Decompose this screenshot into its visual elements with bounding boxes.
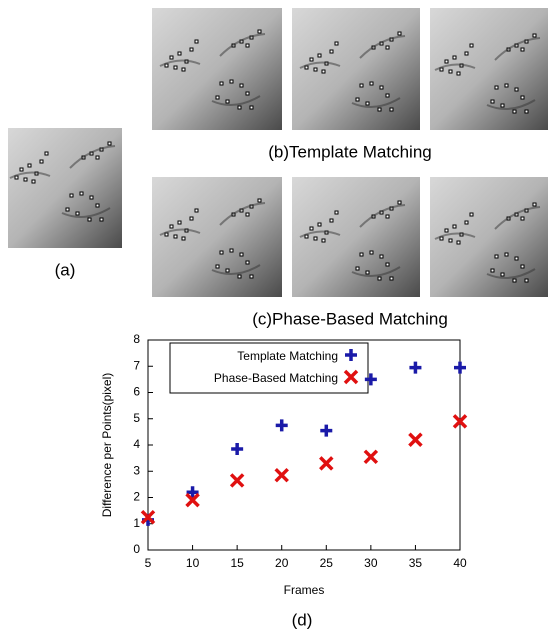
point bbox=[363, 449, 379, 465]
y-tick-label: 4 bbox=[133, 437, 140, 451]
x-axis-label: Frames bbox=[284, 583, 325, 597]
x-tick-label: 15 bbox=[230, 556, 244, 570]
legend-label: Phase-Based Matching bbox=[214, 371, 338, 385]
x-tick-label: 40 bbox=[453, 556, 467, 570]
y-axis-label: Difference per Points(pixel) bbox=[100, 373, 114, 518]
legend-marker bbox=[345, 349, 357, 361]
point bbox=[274, 467, 289, 483]
point bbox=[275, 419, 288, 432]
y-tick-label: 1 bbox=[133, 516, 140, 530]
y-tick-label: 3 bbox=[133, 463, 140, 477]
legend-marker bbox=[343, 369, 359, 385]
point bbox=[409, 361, 422, 374]
point bbox=[229, 473, 245, 488]
point bbox=[319, 456, 334, 471]
point bbox=[140, 509, 156, 525]
y-tick-label: 7 bbox=[133, 358, 140, 372]
x-tick-label: 35 bbox=[409, 556, 423, 570]
y-tick-label: 2 bbox=[133, 490, 140, 504]
face-images bbox=[8, 8, 548, 297]
point bbox=[452, 414, 468, 429]
point bbox=[364, 373, 377, 386]
caption: (d) bbox=[292, 610, 313, 629]
x-tick-label: 10 bbox=[186, 556, 200, 570]
caption: (a) bbox=[55, 260, 76, 279]
caption: (b)Template Matching bbox=[268, 142, 431, 161]
y-tick-label: 8 bbox=[133, 332, 140, 346]
x-tick-label: 30 bbox=[364, 556, 378, 570]
x-tick-label: 20 bbox=[275, 556, 289, 570]
point bbox=[408, 432, 423, 447]
point bbox=[185, 492, 200, 508]
legend-label: Template Matching bbox=[237, 349, 338, 363]
y-tick-label: 5 bbox=[133, 411, 140, 425]
x-tick-label: 25 bbox=[320, 556, 334, 570]
caption: (c)Phase-Based Matching bbox=[252, 309, 448, 328]
x-tick-label: 5 bbox=[145, 556, 152, 570]
y-tick-label: 0 bbox=[133, 542, 140, 556]
point bbox=[186, 486, 199, 499]
point bbox=[231, 442, 244, 455]
point bbox=[320, 424, 333, 437]
point bbox=[454, 361, 466, 374]
y-tick-label: 6 bbox=[133, 385, 140, 399]
legend-box bbox=[169, 342, 369, 394]
